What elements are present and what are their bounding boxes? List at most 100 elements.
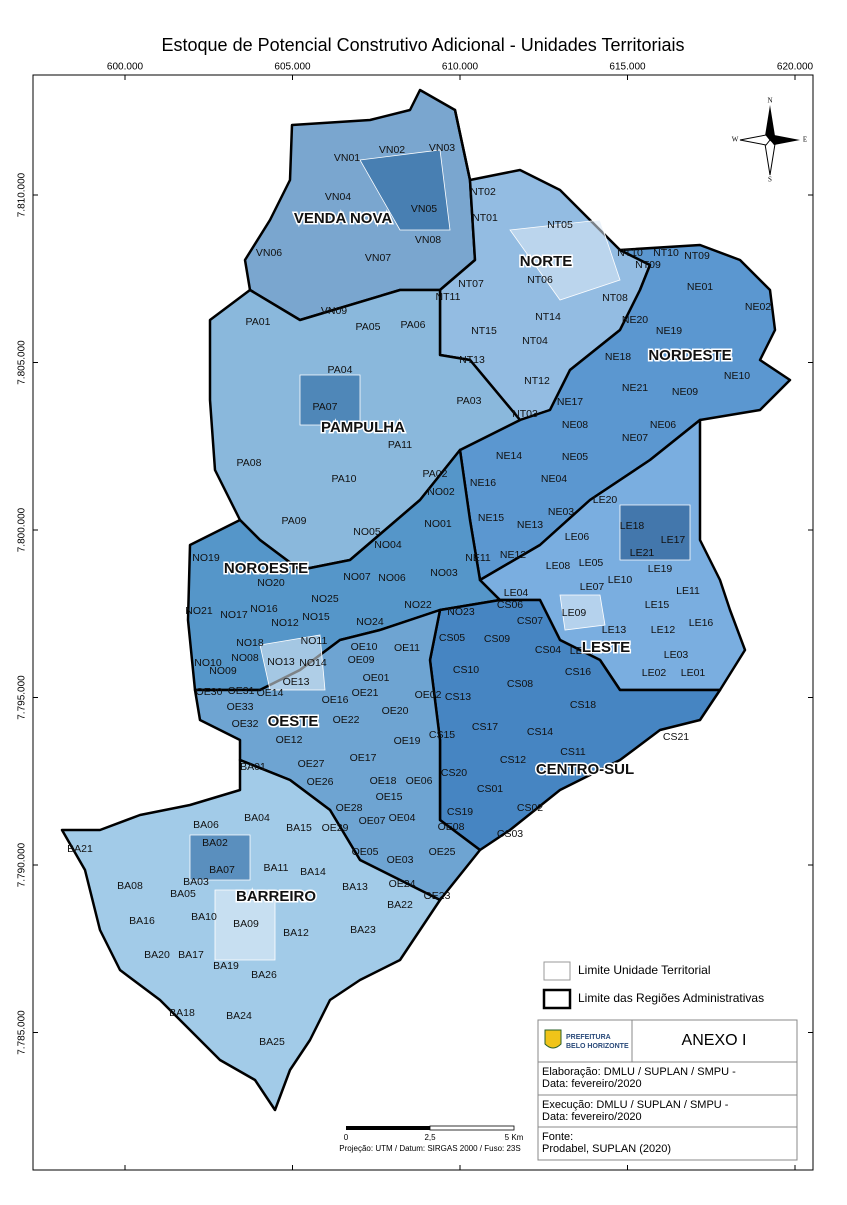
unit-patch [299, 374, 361, 426]
unit-label: NT09 [635, 259, 661, 271]
unit-label: CS21 [663, 731, 689, 743]
unit-label: VN06 [256, 247, 282, 259]
unit-label: NE16 [470, 477, 496, 489]
unit-label: NE01 [687, 281, 713, 293]
unit-label: NO15 [302, 611, 330, 623]
unit-label: OE08 [438, 821, 465, 833]
y-tick-label: 7.805.000 [17, 340, 28, 385]
unit-label: OE06 [406, 775, 433, 787]
unit-label: NO03 [430, 567, 458, 579]
unit-label: CS10 [453, 664, 479, 676]
unit-label: OE11 [394, 642, 420, 654]
unit-label: CS18 [570, 699, 596, 711]
unit-label: BA02 [202, 837, 228, 849]
unit-label: NT10 [617, 247, 643, 259]
unit-label: VN03 [429, 142, 455, 154]
scale-bar [346, 1125, 515, 1131]
compass-arrow [770, 135, 800, 145]
unit-label: NT07 [458, 278, 484, 290]
unit-label: PA10 [332, 473, 357, 485]
unit-label: OE30 [196, 686, 223, 698]
legend-label: Limite das Regiões Administrativas [578, 991, 764, 1005]
unit-patch [214, 889, 276, 961]
x-tick-label: 620.000 [777, 62, 814, 73]
unit-label: CS07 [517, 615, 543, 627]
unit-label: NT08 [602, 292, 628, 304]
unit-label: OE01 [363, 672, 390, 684]
unit-label: NE19 [656, 325, 682, 337]
unit-label: CS12 [500, 754, 526, 766]
unit-label: NE13 [517, 519, 543, 531]
unit-label: NO02 [427, 486, 455, 498]
unit-label: OE32 [232, 718, 259, 730]
unit-label: CS19 [447, 806, 473, 818]
unit-label: OE05 [352, 846, 379, 858]
unit-label: CS04 [535, 644, 561, 656]
unit-label: OE16 [322, 694, 349, 706]
unit-label: NE15 [478, 512, 504, 524]
unit-label: NO05 [353, 526, 381, 538]
unit-label: NO08 [231, 652, 259, 664]
region-label: CENTRO-SUL [536, 761, 634, 778]
unit-label: NT03 [512, 408, 538, 420]
unit-label: PA06 [401, 319, 426, 331]
x-tick-label: 605.000 [274, 62, 311, 73]
unit-label: OE21 [352, 687, 379, 699]
unit-label: OE22 [333, 714, 360, 726]
unit-label: BA16 [129, 915, 155, 927]
unit-patch [189, 834, 251, 881]
region-area [193, 608, 482, 902]
compass-label: N [767, 97, 772, 105]
unit-label: PA03 [457, 395, 482, 407]
unit-label: NO09 [209, 665, 237, 677]
unit-label: OE23 [424, 890, 451, 902]
unit-patch [509, 219, 621, 301]
unit-label: BA07 [209, 864, 235, 876]
unit-label: NE21 [622, 382, 648, 394]
unit-label: OE10 [351, 641, 378, 653]
unit-label: BA14 [300, 866, 326, 878]
unit-label: CS13 [445, 691, 471, 703]
unit-label: CS05 [439, 632, 465, 644]
unit-label: LE05 [579, 557, 604, 569]
unit-label: LE21 [630, 547, 655, 559]
compass-label: W [732, 136, 739, 144]
unit-label: NE02 [745, 301, 771, 313]
unit-label: OE09 [348, 654, 375, 666]
unit-label: CS03 [497, 828, 523, 840]
unit-label: NE10 [724, 370, 750, 382]
unit-label: LE02 [642, 667, 667, 679]
unit-label: CS01 [477, 783, 503, 795]
unit-label: NE07 [622, 432, 648, 444]
unit-label: OE31 [228, 685, 255, 697]
legend-label: Limite Unidade Territorial [578, 963, 711, 977]
projection-note: Projeção: UTM / Datum: SIRGAS 2000 / Fus… [339, 1144, 520, 1153]
info-text: Data: fevereiro/2020 [542, 1078, 642, 1090]
unit-label: PA01 [246, 316, 271, 328]
unit-label: NE11 [465, 552, 491, 564]
unit-label: BA11 [264, 862, 289, 874]
info-text: Elaboração: DMLU / SUPLAN / SMPU - [542, 1066, 736, 1078]
unit-label: NO16 [250, 603, 278, 615]
unit-label: BA19 [213, 960, 239, 972]
unit-label: BA24 [226, 1010, 252, 1022]
unit-label: LE03 [664, 649, 689, 661]
x-tick-label: 610.000 [442, 62, 479, 73]
unit-label: LE15 [645, 599, 670, 611]
unit-label: NO18 [236, 637, 264, 649]
unit-label: NT10 [653, 247, 679, 259]
unit-label: LE11 [676, 585, 700, 597]
unit-label: OE12 [276, 734, 303, 746]
unit-label: CS15 [429, 729, 455, 741]
unit-label: BA05 [170, 888, 196, 900]
unit-label: BA18 [169, 1007, 195, 1019]
unit-label: BA04 [244, 812, 270, 824]
legend-swatch [543, 961, 571, 981]
unit-label: NT05 [547, 219, 573, 231]
x-tick-label: 600.000 [107, 62, 144, 73]
unit-label: CS06 [497, 599, 523, 611]
unit-label: LE13 [602, 624, 627, 636]
unit-label: NE04 [541, 473, 567, 485]
unit-label: NT12 [524, 375, 550, 387]
